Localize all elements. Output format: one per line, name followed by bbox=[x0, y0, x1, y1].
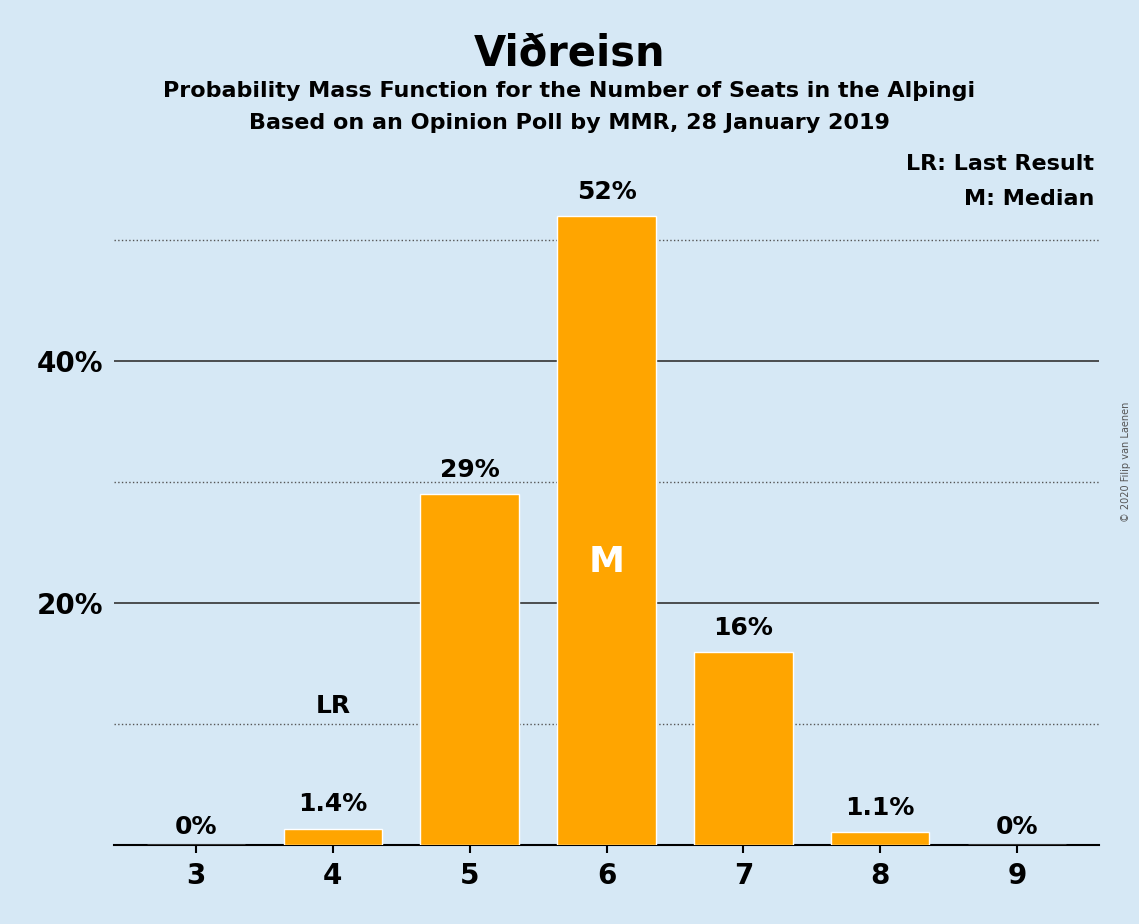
Text: 52%: 52% bbox=[576, 180, 637, 204]
Text: LR: Last Result: LR: Last Result bbox=[907, 153, 1095, 174]
Text: LR: LR bbox=[316, 694, 351, 718]
Bar bbox=[420, 494, 519, 845]
Text: Based on an Opinion Poll by MMR, 28 January 2019: Based on an Opinion Poll by MMR, 28 Janu… bbox=[249, 113, 890, 133]
Text: 0%: 0% bbox=[174, 815, 218, 839]
Text: Viðreisn: Viðreisn bbox=[474, 32, 665, 74]
Text: 1.4%: 1.4% bbox=[298, 793, 368, 817]
Text: 16%: 16% bbox=[713, 615, 773, 639]
Text: © 2020 Filip van Laenen: © 2020 Filip van Laenen bbox=[1121, 402, 1131, 522]
Text: Probability Mass Function for the Number of Seats in the Alþingi: Probability Mass Function for the Number… bbox=[163, 81, 976, 102]
Text: M: Median: M: Median bbox=[964, 188, 1095, 209]
Bar bbox=[831, 833, 929, 845]
Text: 29%: 29% bbox=[440, 458, 500, 482]
Bar bbox=[557, 216, 656, 845]
Text: M: M bbox=[589, 545, 624, 579]
Text: 0%: 0% bbox=[995, 815, 1039, 839]
Text: 1.1%: 1.1% bbox=[845, 796, 915, 820]
Bar bbox=[284, 829, 382, 845]
Bar bbox=[694, 651, 793, 845]
